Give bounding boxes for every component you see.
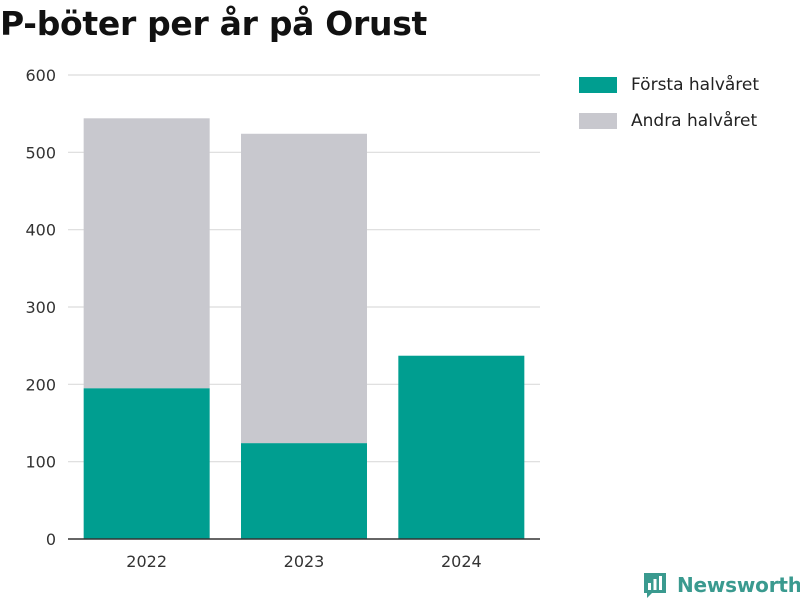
legend-item-andra-halvaret: Andra halvåret	[579, 108, 759, 134]
legend-swatch-andra-halvaret	[579, 113, 617, 129]
legend-item-forsta-halvaret: Första halvåret	[579, 72, 759, 98]
chart-legend: Första halvåret Andra halvåret	[579, 72, 759, 144]
y-tick-label: 200	[25, 375, 56, 394]
x-tick-label: 2022	[126, 552, 167, 571]
y-tick-label: 0	[46, 530, 56, 549]
x-tick-label: 2024	[441, 552, 482, 571]
bar-2022-series-0	[83, 388, 210, 539]
legend-label-andra-halvaret: Andra halvåret	[631, 111, 758, 131]
legend-label-forsta-halvaret: Första halvåret	[631, 75, 760, 95]
bar-2024-series-0	[398, 355, 525, 539]
y-tick-label: 300	[25, 298, 56, 317]
brand-logo: Newsworthy	[643, 571, 800, 599]
x-tick-label: 2023	[284, 552, 325, 571]
legend-swatch-forsta-halvaret	[579, 77, 617, 93]
chart-title: P-böter per år på Orust	[0, 4, 428, 43]
bar-2023-series-0	[241, 443, 367, 539]
brand-name: Newsworthy	[677, 573, 800, 597]
y-tick-label: 100	[25, 453, 56, 472]
bar-2023-series-1	[241, 133, 367, 444]
bar-chart-icon	[644, 573, 666, 598]
y-tick-label: 400	[25, 221, 56, 240]
y-tick-label: 500	[25, 143, 56, 162]
bar-2022-series-1	[83, 118, 210, 389]
y-tick-label: 600	[25, 66, 56, 85]
